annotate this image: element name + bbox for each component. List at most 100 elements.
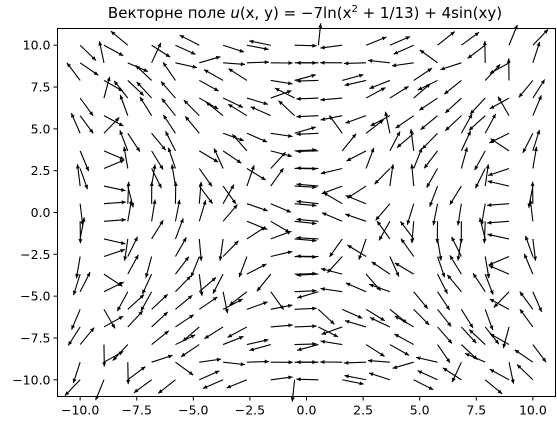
field-arrow [345, 115, 367, 124]
field-arrow [223, 361, 246, 367]
arrow-head [450, 31, 455, 36]
arrow-head [495, 64, 501, 69]
field-arrow [532, 79, 546, 99]
arrow-head [344, 61, 349, 66]
field-arrow [480, 203, 486, 226]
arrow-head [288, 360, 293, 365]
field-arrow [323, 192, 343, 205]
field-arrow [488, 264, 510, 275]
field-arrow [127, 80, 145, 96]
field-arrow [103, 150, 125, 161]
field-arrow [127, 185, 135, 208]
field-arrow [296, 182, 319, 187]
field-arrow [514, 349, 534, 363]
arrow-head [256, 286, 262, 292]
arrow-head [538, 307, 542, 312]
arrow-head [66, 62, 72, 68]
arrow-head [238, 336, 244, 340]
arrow-head [537, 95, 542, 101]
arrow-head [381, 36, 387, 41]
field-arrow [183, 99, 200, 117]
arrow-head [288, 375, 293, 380]
arrow-head [312, 271, 317, 276]
field-arrow [522, 133, 534, 154]
field-arrow [170, 164, 176, 187]
x-tick-label: 10.0 [519, 403, 547, 418]
field-arrow [423, 150, 438, 169]
field-arrow [223, 62, 246, 67]
y-tick-label: −5.0 [20, 289, 50, 304]
field-arrow [167, 147, 176, 169]
arrow-head [158, 389, 163, 394]
arrow-head [312, 43, 317, 48]
arrow-head [102, 362, 107, 367]
field-arrow [294, 43, 317, 48]
field-arrow [449, 185, 462, 206]
arrow-head [468, 126, 474, 131]
arrow-head [75, 273, 80, 279]
field-arrow [484, 379, 503, 395]
arrow-head [470, 109, 475, 115]
field-arrow [222, 185, 237, 205]
arrow-head [186, 275, 191, 281]
arrow-head [345, 282, 351, 287]
arrow-head [410, 164, 415, 169]
arrow-head [212, 289, 217, 294]
field-arrow [365, 119, 384, 134]
field-arrow [79, 97, 94, 117]
field-arrow [213, 148, 224, 169]
arrow-head [416, 356, 421, 361]
field-arrow [400, 221, 415, 240]
field-arrow [400, 238, 415, 257]
field-arrow [482, 221, 487, 244]
field-arrow [127, 236, 139, 257]
arrow-head [379, 352, 385, 357]
field-arrow [70, 112, 81, 134]
field-arrow [246, 263, 267, 275]
arrow-head [502, 343, 507, 349]
arrow-head [489, 298, 495, 303]
field-arrow [140, 291, 153, 312]
field-arrow [419, 49, 438, 64]
field-arrow [371, 261, 391, 275]
field-arrow [246, 97, 269, 106]
arrow-head [240, 62, 246, 67]
field-arrow [451, 361, 462, 383]
field-arrow [249, 344, 271, 352]
arrow-head [344, 374, 349, 379]
field-arrow [365, 147, 375, 169]
arrow-head [119, 130, 124, 135]
arrow-head [371, 261, 377, 266]
field-arrow [488, 256, 510, 266]
arrow-head [239, 48, 245, 53]
arrow-head [447, 274, 452, 280]
arrow-head [312, 324, 317, 329]
arrow-head [498, 96, 502, 102]
field-arrow [374, 168, 391, 185]
field-arrow [151, 164, 157, 187]
field-arrow [437, 344, 451, 364]
field-arrow [437, 273, 448, 295]
arrow-head [126, 379, 131, 385]
field-arrow [532, 344, 547, 363]
arrow-head [133, 236, 138, 242]
field-arrow [296, 217, 319, 222]
arrow-head [494, 339, 499, 345]
arrow-head [396, 143, 402, 148]
x-tick-label: 2.5 [353, 403, 373, 418]
arrow-head [449, 255, 454, 260]
field-arrow [274, 87, 295, 99]
field-arrow [198, 274, 204, 297]
arrow-head [489, 139, 494, 144]
field-arrow [246, 359, 269, 364]
arrow-head [449, 200, 454, 205]
arrow-head [312, 238, 317, 243]
arrow-head [227, 333, 233, 338]
field-arrow [493, 291, 510, 308]
arrow-head [173, 181, 178, 186]
field-arrow [347, 185, 367, 199]
arrow-head [240, 362, 245, 367]
field-arrow [484, 256, 491, 279]
arrow-head [525, 235, 529, 241]
